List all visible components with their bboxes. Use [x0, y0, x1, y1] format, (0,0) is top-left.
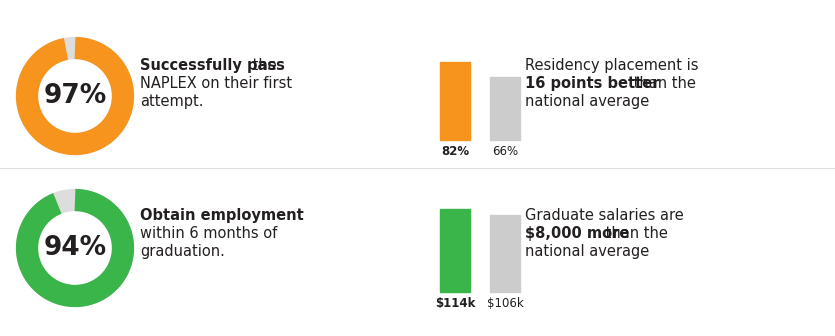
Text: than the: than the	[601, 226, 668, 241]
Bar	[440, 209, 470, 292]
Text: NAPLEX on their first: NAPLEX on their first	[140, 76, 292, 91]
Text: national average: national average	[525, 94, 650, 109]
Text: Successfully pass: Successfully pass	[140, 58, 285, 73]
Text: graduation.: graduation.	[140, 244, 225, 259]
Text: national average: national average	[525, 244, 650, 259]
Bar	[490, 77, 520, 140]
Text: $8,000 more: $8,000 more	[525, 226, 630, 241]
Bar	[440, 62, 470, 140]
Text: within 6 months of: within 6 months of	[140, 226, 277, 241]
Text: the: the	[248, 58, 276, 73]
Text: Residency placement is: Residency placement is	[525, 58, 699, 73]
Text: 97%: 97%	[43, 83, 107, 109]
Text: 94%: 94%	[43, 235, 107, 261]
Text: Graduate salaries are: Graduate salaries are	[525, 208, 684, 223]
Text: $114k: $114k	[435, 297, 475, 310]
Text: $106k: $106k	[487, 297, 524, 310]
Text: 16 points better: 16 points better	[525, 76, 660, 91]
Text: 82%: 82%	[441, 145, 469, 158]
Text: attempt.: attempt.	[140, 94, 204, 109]
Bar	[490, 215, 520, 292]
Text: Obtain employment: Obtain employment	[140, 208, 304, 223]
Text: 66%: 66%	[492, 145, 518, 158]
Text: than the: than the	[629, 76, 696, 91]
